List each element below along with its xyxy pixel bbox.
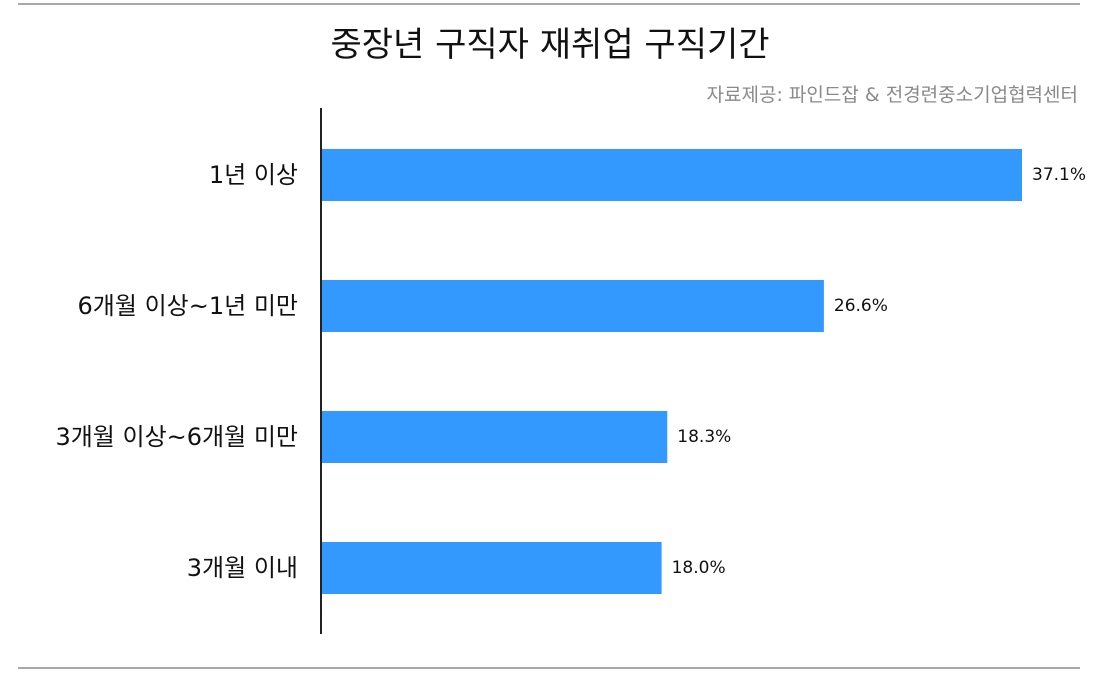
top-rule <box>18 3 1080 5</box>
bar-1 <box>322 149 1022 201</box>
category-label-2: 6개월 이상~1년 미만 <box>78 292 298 320</box>
category-label-1: 1년 이상 <box>209 161 298 189</box>
bar-3 <box>322 411 668 463</box>
bottom-rule <box>18 667 1080 669</box>
category-label-3: 3개월 이상~6개월 미만 <box>55 423 298 451</box>
chart-title: 중장년 구직자 재취업 구직기간 <box>330 25 770 65</box>
bar-4 <box>322 542 662 594</box>
value-label-2: 26.6% <box>834 296 888 316</box>
value-label-3: 18.3% <box>677 427 731 447</box>
bars-group <box>322 149 1022 594</box>
value-label-1: 37.1% <box>1032 165 1086 185</box>
labels-group: 1년 이상 37.1% 6개월 이상~1년 미만 26.6% 3개월 이상~6개월 미만… <box>55 161 1086 582</box>
category-label-4: 3개월 이내 <box>187 554 298 582</box>
source-note: 자료제공: 파인드잡 & 전경련중소기업협력센터 <box>706 84 1078 106</box>
value-label-4: 18.0% <box>672 558 726 578</box>
bar-2 <box>322 280 824 332</box>
